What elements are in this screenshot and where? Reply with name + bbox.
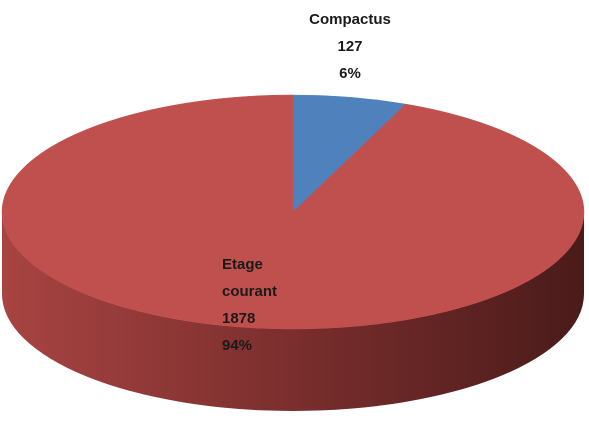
data-label: Compactus 127 6% [300, 6, 400, 87]
slice [292, 94, 407, 213]
slice [1, 94, 585, 330]
label-value: 127 [337, 38, 363, 55]
label-value: 1878 [222, 310, 256, 327]
label-name: Compactus [309, 11, 391, 28]
label-name: Etage courant [222, 256, 278, 300]
slice-side [2, 212, 584, 411]
data-label: Etage courant 1878 94% [222, 251, 294, 359]
label-percent: 6% [339, 65, 361, 82]
label-percent: 94% [222, 337, 253, 354]
